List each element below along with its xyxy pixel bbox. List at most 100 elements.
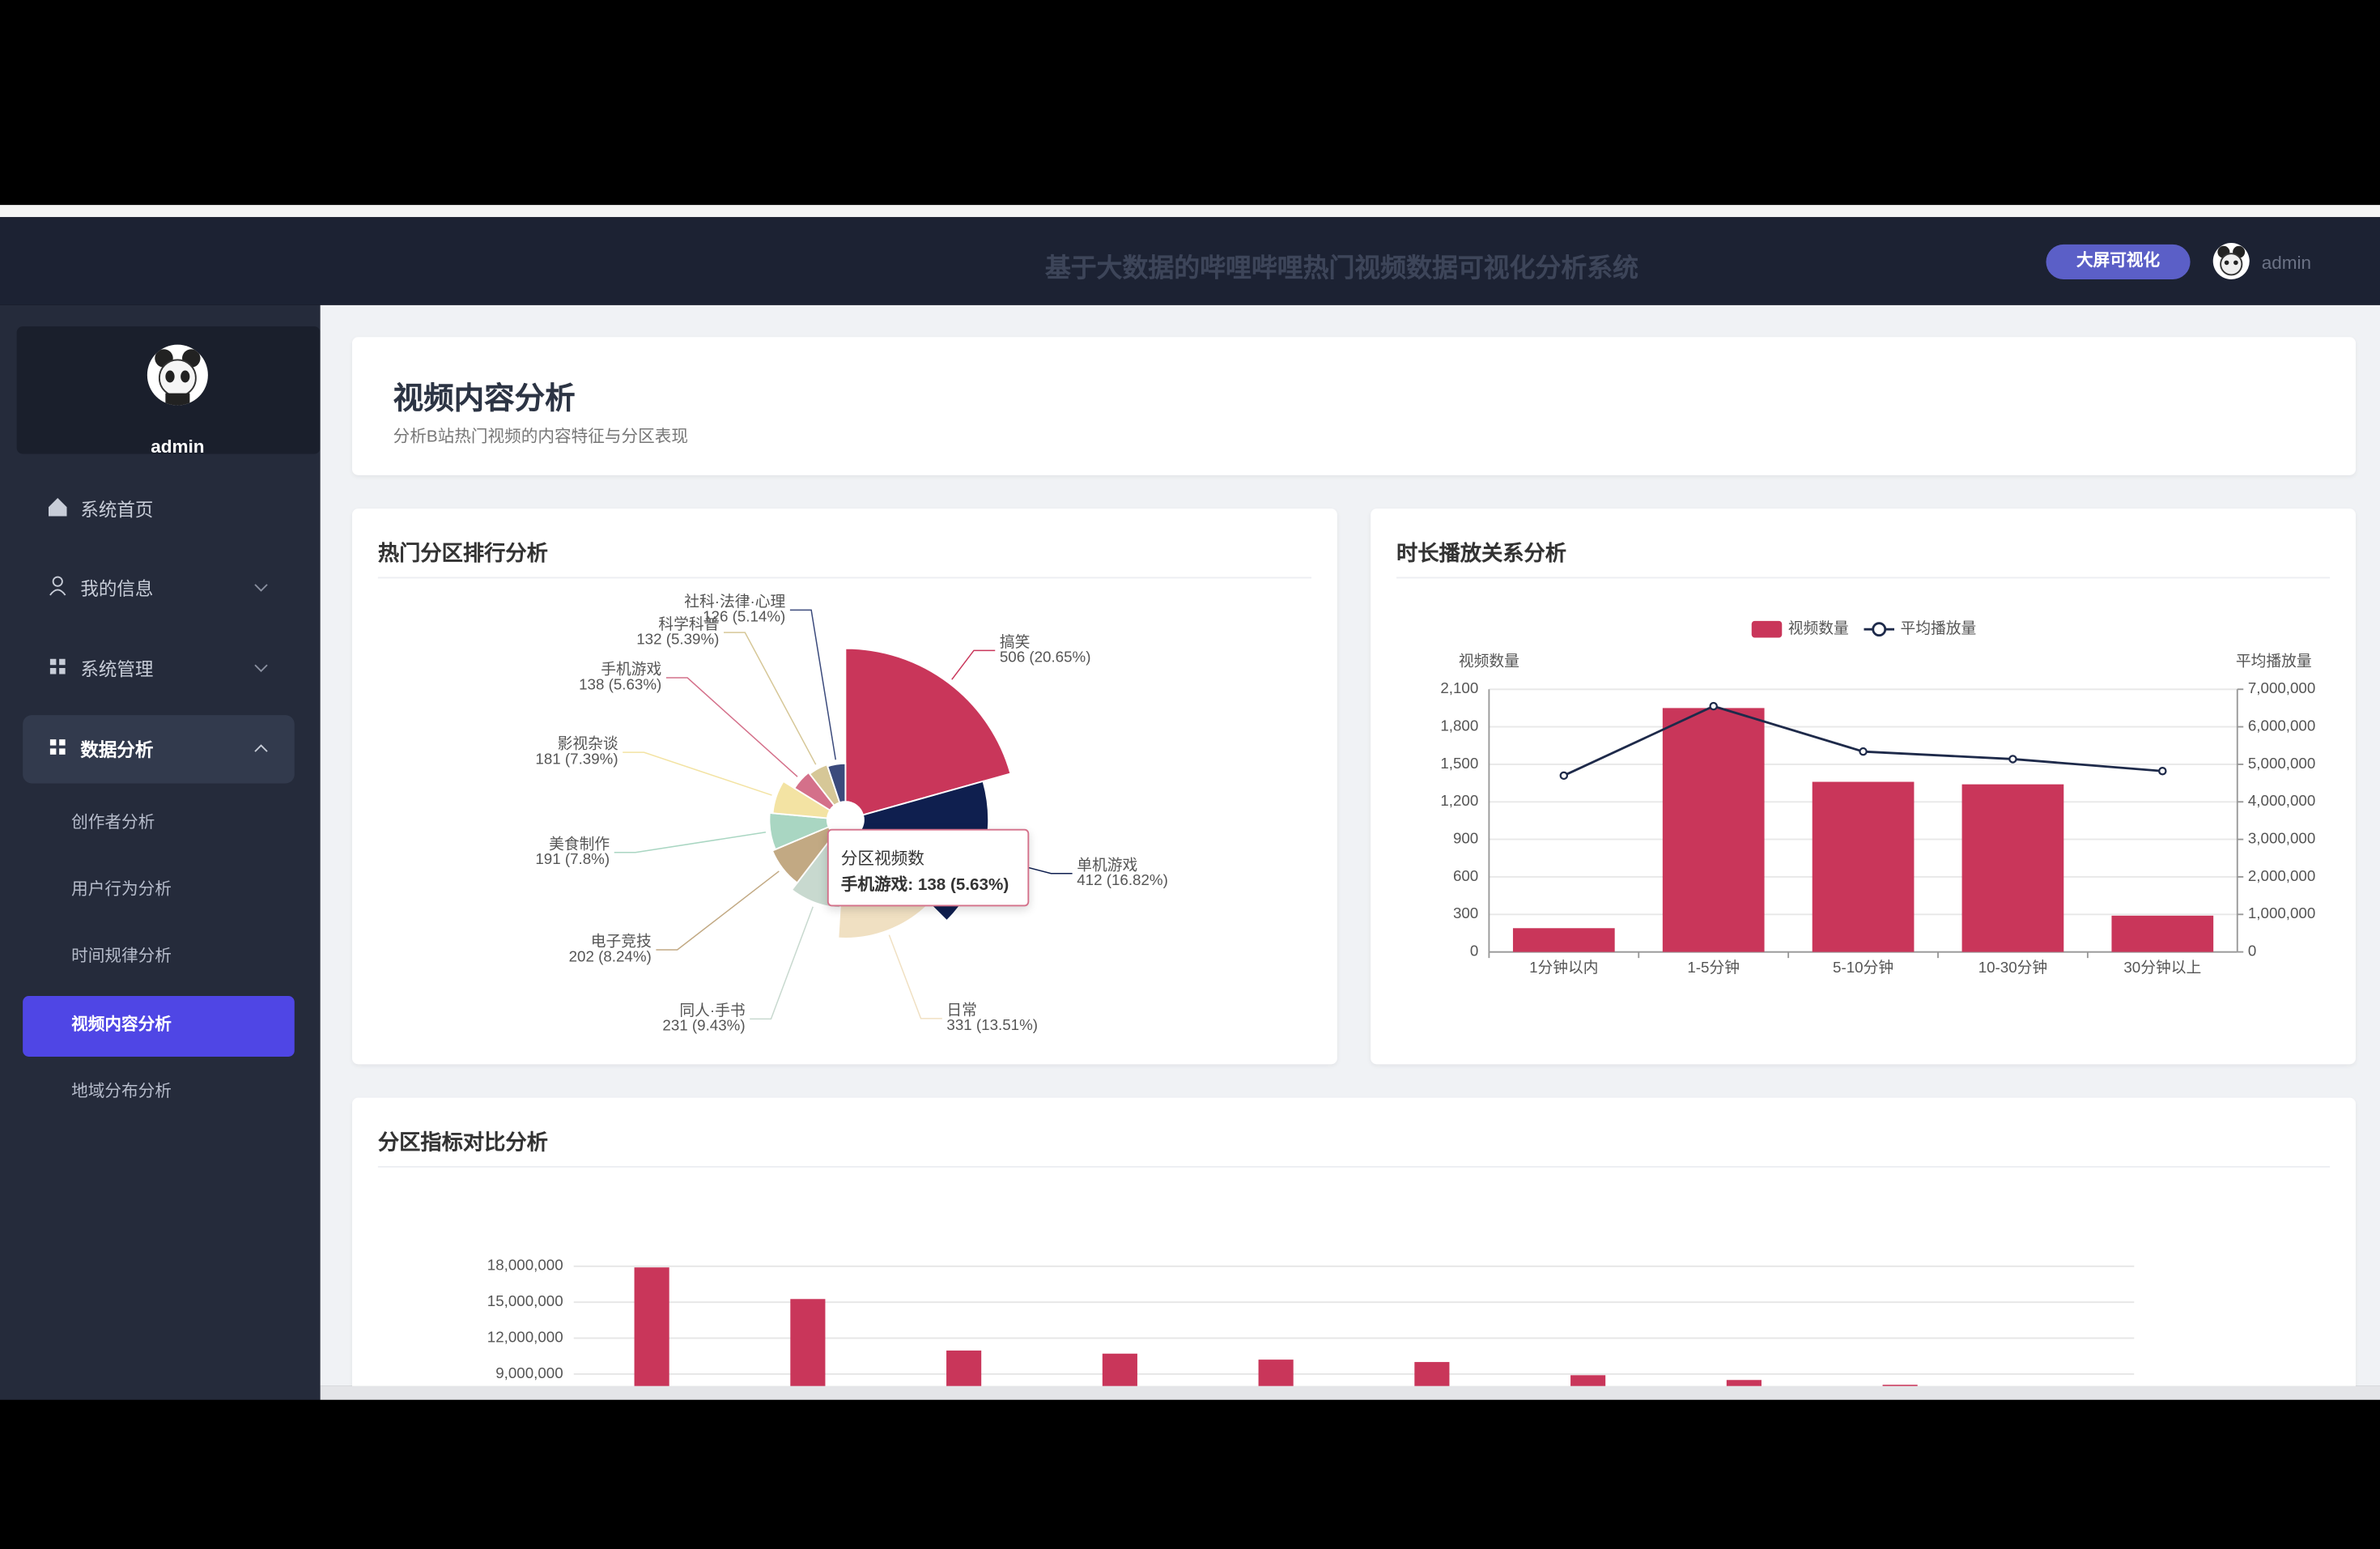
system-title: 基于大数据的哔哩哔哩热门视频数据可视化分析系统 — [1044, 253, 1639, 283]
profile-name: admin — [151, 436, 205, 457]
x-tick-label: 30分钟以上 — [2123, 959, 2201, 976]
slice-value: 231 (9.43%) — [662, 1017, 745, 1034]
submenu-item[interactable]: 视频内容分析 — [71, 1015, 172, 1034]
menu-icons — [49, 498, 268, 674]
y-tick-label: 1,200 — [1440, 792, 1478, 809]
slice-value: 202 (8.24%) — [569, 947, 652, 964]
big-screen-button[interactable]: 大屏可视化 — [2046, 244, 2191, 279]
tooltip-text: 手机游戏: 138 (5.63%) — [840, 875, 1009, 895]
slice-value: 132 (5.39%) — [636, 631, 719, 648]
x-tick-label: 1分钟以内 — [1529, 959, 1598, 976]
y2-tick-label: 1,000,000 — [2248, 904, 2315, 921]
y-tick-label: 2,100 — [1440, 679, 1478, 696]
bar — [1662, 708, 1765, 952]
page-title: 视频内容分析 — [393, 382, 576, 416]
leader-line — [789, 609, 837, 760]
y-tick-label: 600 — [1453, 867, 1478, 884]
menu-item[interactable]: 我的信息 — [80, 578, 154, 600]
bar — [1882, 1385, 1918, 1386]
slice-name: 搞笑 — [1000, 633, 1031, 650]
y-tick-label: 15,000,000 — [487, 1292, 563, 1309]
y2-tick-label: 2,000,000 — [2248, 867, 2315, 884]
leader-line — [665, 677, 798, 777]
y-tick-label: 0 — [1470, 943, 1478, 960]
menu-item[interactable]: 系统管理 — [80, 658, 154, 680]
legend-marker — [1872, 622, 1887, 637]
bar — [1102, 1353, 1137, 1386]
y2-tick-label: 4,000,000 — [2248, 792, 2315, 809]
slice-value: 138 (5.63%) — [579, 675, 661, 692]
slice-name: 美食制作 — [549, 835, 610, 852]
slice-name: 同人·手书 — [679, 1002, 745, 1019]
slice-value: 331 (13.51%) — [946, 1016, 1038, 1033]
chart-title: 时长播放关系分析 — [1396, 540, 1566, 565]
bar — [1570, 1375, 1606, 1386]
y2-tick-label: 5,000,000 — [2248, 755, 2315, 772]
user-avatar[interactable] — [2212, 243, 2250, 279]
x-tick-label: 5-10分钟 — [1833, 959, 1893, 976]
leader-line — [623, 751, 772, 796]
line-point — [2008, 755, 2017, 764]
y2-tick-label: 3,000,000 — [2248, 830, 2315, 847]
submenu-item[interactable]: 地域分布分析 — [71, 1082, 172, 1101]
menu-item[interactable]: 系统首页 — [80, 499, 154, 521]
y2-tick-label: 0 — [2248, 943, 2256, 960]
leader-line — [750, 906, 814, 1020]
bar — [1726, 1380, 1762, 1386]
menu-item[interactable]: 数据分析 — [80, 739, 154, 761]
tooltip: 分区视频数 手机游戏: 138 (5.63%) — [827, 828, 1030, 907]
divider — [377, 577, 1311, 579]
x-tick-label: 10-30分钟 — [1978, 959, 2047, 976]
y2-axis-name: 平均播放量 — [2236, 652, 2312, 669]
user-name[interactable]: admin — [2261, 252, 2312, 274]
y-tick-label: 900 — [1453, 830, 1478, 847]
leader-line — [888, 934, 942, 1019]
slice-value: 126 (5.14%) — [703, 608, 785, 625]
slice-name: 日常 — [946, 1001, 977, 1018]
y-tick-label: 12,000,000 — [487, 1328, 563, 1345]
divider — [377, 1166, 2331, 1168]
y-tick-label: 9,000,000 — [495, 1364, 563, 1381]
slice-name: 影视杂谈 — [558, 735, 618, 752]
submenu-item[interactable]: 用户行为分析 — [71, 880, 172, 900]
bar — [1414, 1362, 1450, 1386]
bar — [1258, 1360, 1294, 1386]
bar — [1512, 928, 1615, 952]
page-header: 视频内容分析 分析B站热门视频的内容特征与分区表现 — [352, 337, 2356, 475]
leader-line — [724, 632, 817, 765]
chart-title: 分区指标对比分析 — [377, 1130, 548, 1154]
active-group[interactable]: 数据分析 — [23, 715, 295, 784]
group-icons — [49, 739, 268, 755]
line-point — [2158, 767, 2167, 776]
slice-value: 181 (7.39%) — [535, 750, 618, 767]
bar — [634, 1267, 669, 1386]
leader-line — [614, 832, 767, 853]
line-point — [1709, 701, 1718, 711]
legend-label: 视频数量 — [1788, 619, 1849, 636]
line-point — [1559, 771, 1569, 781]
leader-line — [951, 649, 996, 680]
divider — [1396, 577, 2331, 579]
y2-tick-label: 7,000,000 — [2248, 679, 2315, 696]
leader-line — [656, 870, 780, 951]
tooltip-title: 分区视频数 — [840, 850, 924, 869]
submenu-item[interactable]: 时间规律分析 — [71, 947, 172, 966]
line-point — [1859, 747, 1868, 756]
slice-name: 电子竞技 — [591, 933, 652, 950]
chart-title: 热门分区排行分析 — [377, 540, 548, 565]
line — [1563, 704, 2163, 777]
window-edge — [0, 205, 2380, 218]
bar — [1961, 784, 2064, 952]
submenu-item[interactable]: 创作者分析 — [71, 814, 155, 832]
y-tick-label: 1,500 — [1440, 755, 1478, 772]
y2-tick-label: 6,000,000 — [2248, 717, 2315, 734]
active-submenu[interactable]: 视频内容分析 — [23, 996, 295, 1057]
legend-swatch — [1751, 620, 1783, 638]
content: 视频内容分析 分析B站热门视频的内容特征与分区表现 热门分区排行分析 时长播放关… — [320, 304, 2380, 1386]
slice-name: 单机游戏 — [1077, 856, 1137, 873]
scrollbar[interactable] — [320, 1385, 2380, 1400]
y-tick-label: 1,800 — [1440, 717, 1478, 734]
